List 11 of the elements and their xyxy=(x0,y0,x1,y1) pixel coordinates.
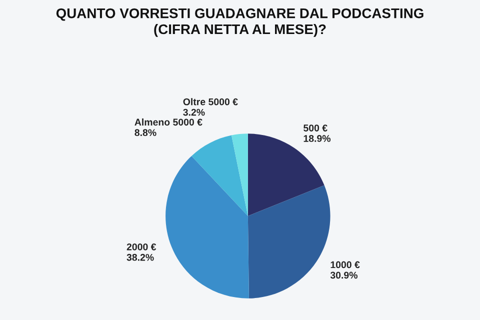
data-label: 8.8% xyxy=(134,129,156,136)
data-label: 30.9% xyxy=(330,272,358,279)
slice-label: 500 € xyxy=(304,124,328,132)
slice-label: Oltre 5000 € xyxy=(183,98,238,106)
chart-title: QUANTO VORRESTI GUADAGNARE DAL PODCASTING (CIFRA NETTA AL MESE)? xyxy=(56,8,424,37)
slice-label: 2000 € xyxy=(126,243,156,250)
data-label: 38.2% xyxy=(126,254,154,261)
data-label: 3.2% xyxy=(183,108,205,116)
data-label: 18.9% xyxy=(304,135,331,142)
slice-label: 1000 € xyxy=(330,261,360,268)
slice-label: Almeno 5000 € xyxy=(134,118,202,126)
